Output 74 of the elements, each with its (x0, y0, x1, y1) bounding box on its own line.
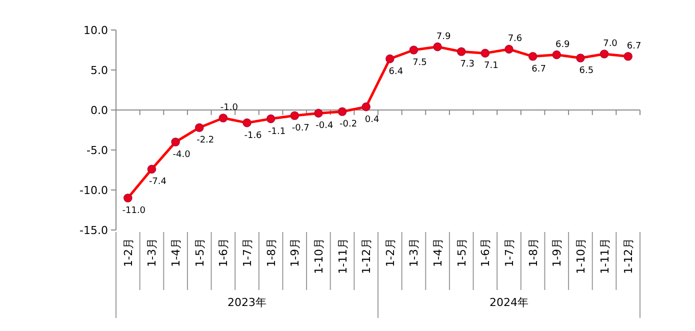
point (624, 52, 632, 61)
y-tick-label: 10.0 (84, 24, 108, 37)
point (576, 54, 585, 62)
x-tick-label: 1-12月 (622, 238, 636, 274)
data-label: 7.1 (484, 61, 498, 72)
x-tick-label: 1-11月 (598, 238, 612, 274)
data-label: 7.0 (603, 39, 618, 49)
point (600, 50, 609, 58)
y-tick-label: -5.0 (86, 144, 108, 157)
data-label: -2.2 (196, 136, 214, 146)
x-tick-label: 1-7月 (503, 238, 516, 267)
point (338, 107, 347, 116)
point (456, 47, 466, 56)
data-label: 7.5 (412, 58, 427, 68)
data-label: 0.4 (364, 114, 380, 125)
x-tick-label: 1-6月 (217, 238, 230, 267)
point (290, 111, 300, 120)
data-label: 7.9 (436, 32, 451, 42)
data-label: -0.2 (339, 120, 358, 130)
data-label: -0.7 (292, 124, 310, 134)
point (218, 114, 228, 122)
y-tick-label: -10.0 (80, 184, 108, 197)
data-label: 7.6 (508, 34, 522, 44)
x-tick-label: 1-7月 (241, 238, 254, 267)
data-label: -1.1 (268, 126, 286, 137)
x-tick-label: 1-4月 (170, 238, 183, 267)
x-tick-label: 1-4月 (432, 238, 445, 267)
point (124, 194, 132, 202)
data-label: 7.3 (460, 60, 475, 70)
point (362, 102, 370, 112)
text: 2024年 (490, 296, 528, 309)
x-tick-label: 1-12月 (360, 238, 374, 274)
x-tick-label: 1-5月 (455, 238, 468, 267)
point (147, 164, 156, 174)
point (480, 48, 490, 58)
point (242, 118, 252, 128)
point (433, 42, 442, 52)
data-label: 6.5 (579, 66, 594, 76)
point (194, 123, 204, 132)
x-tick-label: 1-6月 (479, 238, 492, 267)
point (314, 108, 323, 118)
x-tick-label: 1-2月 (122, 238, 135, 267)
data-label: -0.4 (316, 121, 334, 132)
x-tick-label: 1-8月 (264, 238, 278, 267)
point (504, 44, 514, 54)
point (171, 138, 180, 146)
x-tick-label: 1-10月 (574, 238, 588, 274)
x-tick-label: 1-3月 (408, 238, 421, 267)
point (552, 50, 562, 60)
data-label: -7.4 (148, 177, 167, 188)
point (528, 52, 538, 61)
data-label: -4.0 (172, 150, 191, 160)
x-tick-label: 1-11月 (336, 238, 350, 274)
y-tick-label: 0.0 (90, 104, 108, 117)
x-tick-label: 1-9月 (288, 238, 302, 267)
point (409, 46, 418, 54)
data-label: -1.6 (244, 130, 262, 141)
data-label: 6.9 (555, 40, 570, 50)
data-label: -1.0 (220, 103, 238, 113)
x-tick-label: 1-2月 (384, 238, 397, 267)
point (266, 114, 276, 124)
data-label: -11.0 (122, 206, 146, 216)
data-label: 6.7 (532, 64, 546, 74)
x-tick-label: 1-10月 (312, 238, 326, 274)
text: 2023年 (228, 296, 266, 309)
x-tick-label: 1-3月 (146, 238, 159, 267)
data-label: 6.4 (388, 66, 404, 77)
point (386, 54, 394, 64)
x-tick-label: 1-9月 (550, 238, 564, 267)
y-tick-label: 5.0 (90, 64, 108, 77)
x-tick-label: 1-5月 (193, 238, 206, 267)
x-tick-label: 1-8月 (526, 238, 540, 267)
data-label: 6.7 (626, 41, 642, 52)
y-tick-label: -15.0 (80, 224, 108, 237)
